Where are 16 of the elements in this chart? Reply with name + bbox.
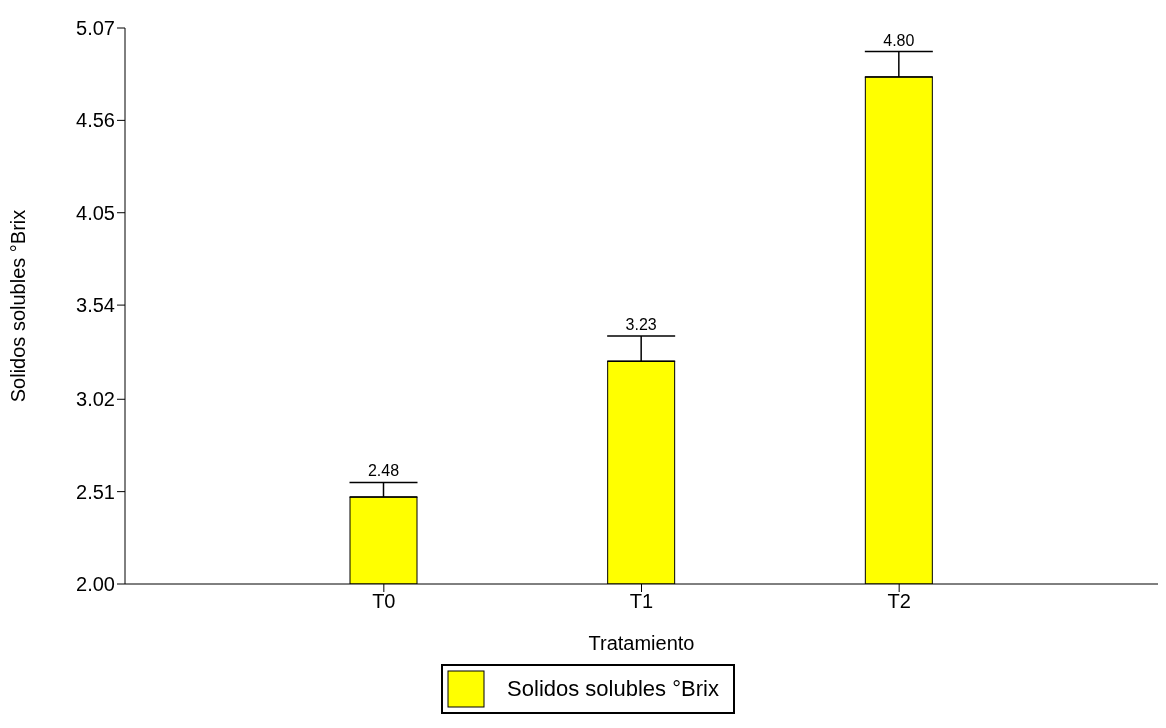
data-label: 4.80 — [883, 32, 915, 50]
y-tick-label: 4.56 — [76, 109, 115, 132]
y-axis-title: Solidos solubles °Brix — [7, 209, 30, 403]
y-tick-label: 4.05 — [76, 201, 115, 224]
x-tick-label: T1 — [629, 590, 654, 613]
y-tick-label: 2.51 — [76, 480, 115, 503]
x-tick-label: T2 — [887, 590, 911, 613]
data-label: 3.23 — [625, 315, 657, 333]
legend-label: Solidos solubles °Brix — [507, 676, 719, 702]
x-axis-title: Tratamiento — [588, 632, 695, 654]
y-tick-label: 2.00 — [76, 573, 115, 596]
y-tick-label: 3.02 — [76, 388, 115, 411]
y-tick-label: 3.54 — [76, 294, 115, 317]
x-tick-label: T0 — [372, 590, 396, 613]
data-label: 2.48 — [367, 461, 400, 479]
y-tick-label: 5.07 — [76, 17, 115, 40]
